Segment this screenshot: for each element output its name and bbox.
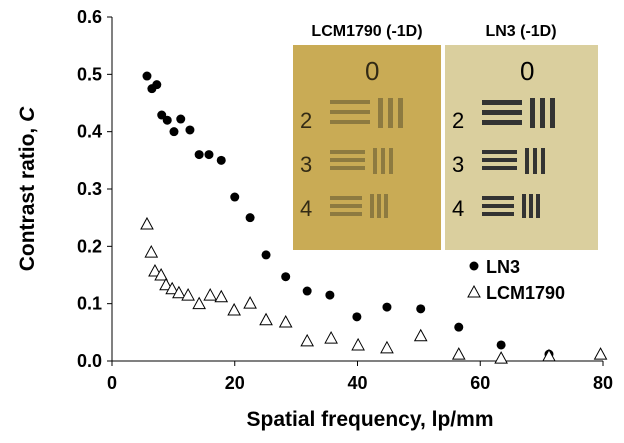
y-tick-label: 0.6 [77,7,102,27]
target-bars-right: 0 2 3 4 [452,56,555,221]
y-tick-label: 0.4 [77,122,102,142]
point [352,312,362,322]
svg-text:4: 4 [452,196,464,221]
point [194,150,204,160]
legend-marker [467,284,481,298]
point [230,192,240,202]
x-tick-label: 40 [347,373,367,393]
inset-label: LCM1790 (-1D) [311,23,422,40]
point [144,245,159,258]
point [261,250,271,260]
point [416,304,426,314]
svg-text:2: 2 [452,108,464,133]
y-tick-label: 0.2 [77,236,102,256]
target-bars-left: 0 2 3 4 [300,56,403,221]
x-tick-label: 20 [225,373,245,393]
point [140,216,154,230]
point [162,115,172,125]
point [494,351,508,364]
point [154,267,168,281]
point [214,289,229,303]
point [281,272,291,282]
point [245,213,255,223]
point [496,340,506,350]
point [159,277,173,291]
point [176,114,186,124]
legend-label: LCM1790 [486,283,565,303]
point [593,347,608,360]
y-tick-label: 0.5 [77,64,102,84]
point [302,286,312,296]
y-tick-label: 0.0 [77,351,102,371]
x-axis-title: Spatial frequency, lp/mm [246,408,493,431]
point [380,340,394,354]
point [169,127,179,137]
x-tick-label: 0 [107,373,117,393]
point [278,314,293,328]
point [142,71,152,81]
point [324,331,338,344]
point [185,125,195,135]
legend-marker [469,261,479,271]
svg-text:2: 2 [300,108,312,133]
point [413,328,428,342]
point [243,296,257,309]
point [542,348,556,362]
y-tick-label: 0.1 [77,294,102,314]
photo-left [293,45,441,250]
point [259,312,273,326]
point [216,155,226,165]
svg-text:3: 3 [300,152,312,177]
inset-photos: 0 2 3 4 0 2 3 4 LCM1790 (-1D) LN3 (-1D) [293,23,598,250]
y-axis-title: Contrast ratio, C [16,106,39,271]
svg-text:0: 0 [365,56,379,86]
svg-text:4: 4 [300,196,312,221]
point [351,337,365,351]
point [227,302,241,316]
point [203,288,218,301]
y-axis-title-text: Contrast ratio, [16,128,39,272]
svg-text:3: 3 [452,152,464,177]
point [172,285,186,299]
x-tick-label: 80 [593,373,613,393]
point [181,288,195,301]
photo-right [445,45,598,250]
point [451,347,466,360]
point [454,322,464,332]
point [382,302,392,312]
x-tick-label: 60 [470,373,490,393]
legend-label: LN3 [486,257,520,277]
inset-label: LN3 (-1D) [485,23,556,40]
point [300,333,315,347]
point [165,281,179,295]
y-axis-title-variable: C [16,106,39,122]
point [204,150,214,160]
svg-text:0: 0 [520,56,534,86]
point [148,263,162,277]
point [192,296,206,310]
point [152,80,162,90]
y-tick-label: 0.3 [77,179,102,199]
point [325,290,335,300]
